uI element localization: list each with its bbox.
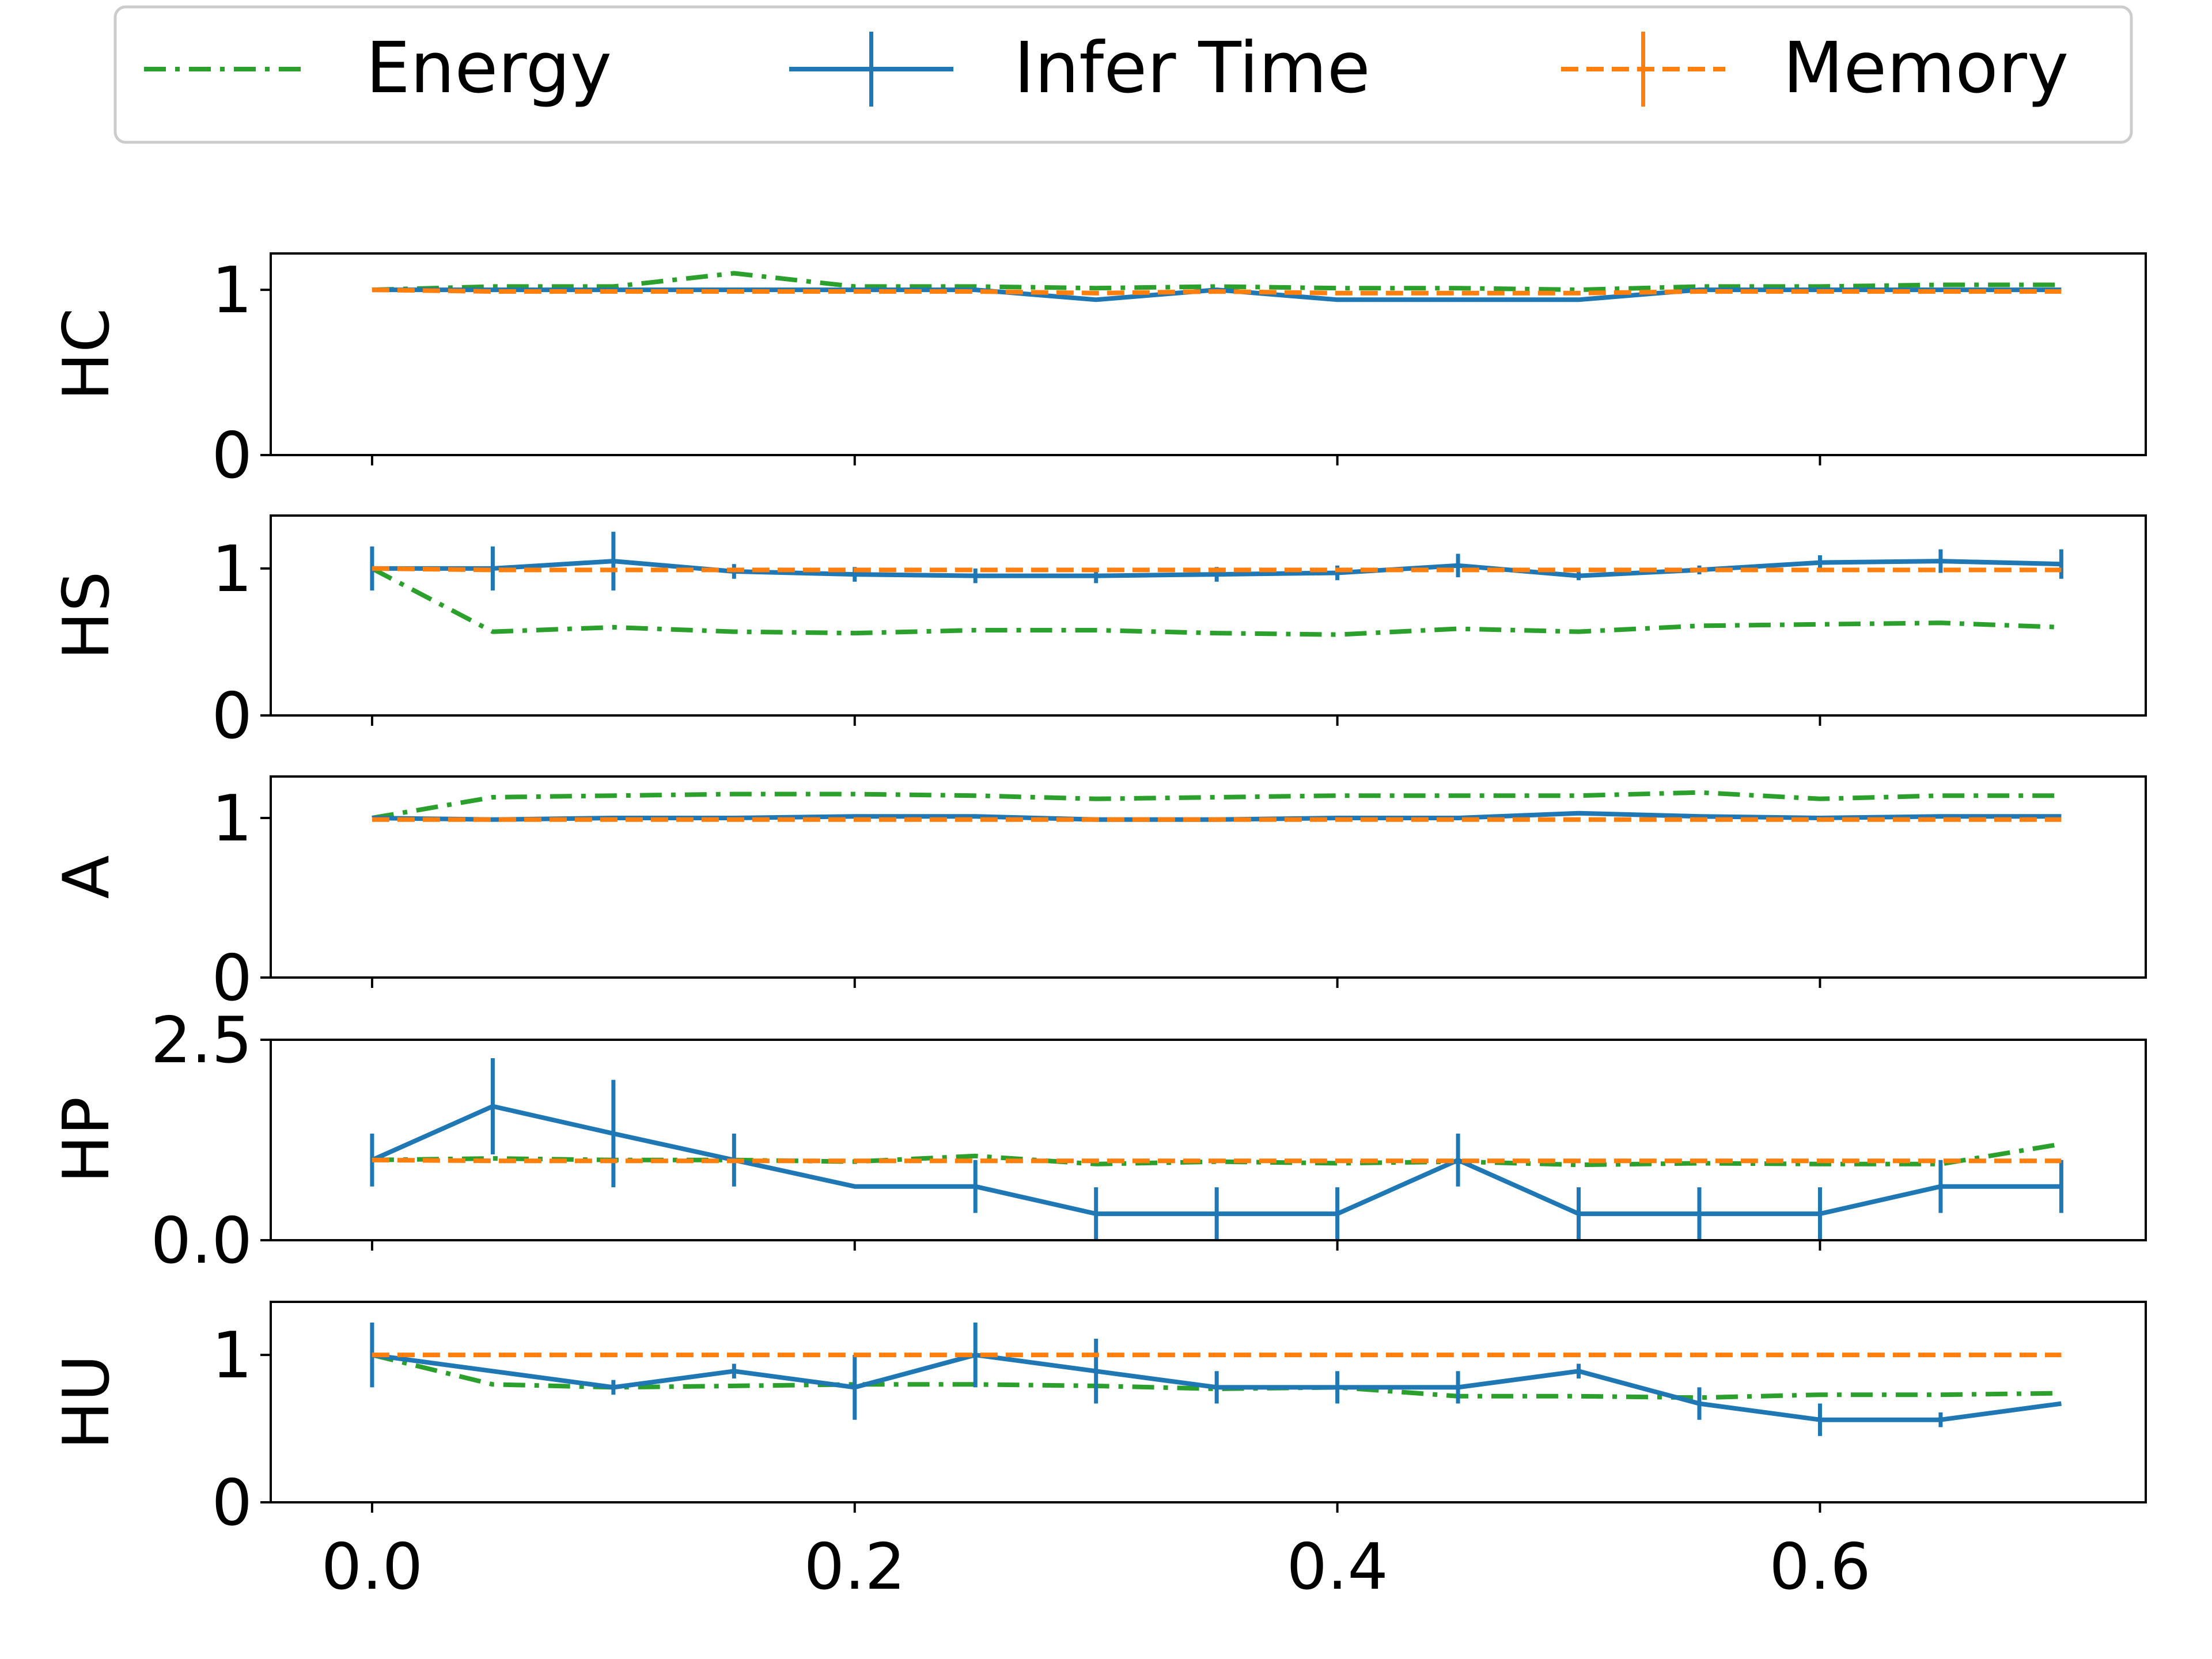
y-tick-label: 0 — [211, 419, 252, 493]
y-tick-label: 1 — [211, 1319, 252, 1393]
y-tick-label: 1 — [211, 532, 252, 607]
y-axis-label: HP — [50, 1097, 124, 1183]
legend-label: Energy — [366, 27, 612, 109]
legend: Energy Infer Time Memory — [113, 5, 2133, 144]
panels: 0 1 HC 0 1 HS 0 1 A 0.0 2.5 HP 0 1 HU — [50, 252, 2147, 1540]
panel-hu: 0 1 HU — [50, 1301, 2147, 1540]
y-axis-label: A — [50, 855, 124, 899]
series-energy — [372, 790, 2062, 820]
legend-entry-energy: Energy — [144, 27, 612, 109]
x-tick-label: 0.4 — [1286, 1530, 1388, 1604]
series-line — [371, 566, 2062, 637]
series-energy — [371, 566, 2062, 637]
series-line — [371, 1353, 2062, 1400]
series-memory — [372, 287, 2062, 296]
x-axis: 0.0 0.2 0.4 0.6 — [321, 1530, 1871, 1604]
y-tick-label: 1 — [211, 782, 252, 856]
series-line — [372, 566, 2062, 573]
y-tick-label: 0.0 — [150, 1204, 252, 1278]
series-infer-time — [370, 1058, 2063, 1240]
x-tick-label: 0.6 — [1769, 1530, 1871, 1604]
series-memory — [372, 566, 2062, 573]
y-axis-label: HC — [50, 308, 124, 401]
series-energy — [371, 1353, 2062, 1400]
y-axis-label: HU — [50, 1355, 124, 1450]
y-axis-label: HS — [50, 571, 124, 660]
series-memory — [372, 1157, 2062, 1164]
series-infer-time — [370, 532, 2063, 591]
legend-label: Infer Time — [1014, 27, 1370, 109]
series-line — [372, 1157, 2062, 1164]
series-line — [372, 287, 2062, 296]
panel-a: 0 1 A — [50, 775, 2147, 1016]
y-tick-label: 1 — [211, 253, 252, 328]
series-line — [372, 790, 2062, 820]
series-energy — [372, 271, 2062, 293]
panel-frame — [270, 514, 2147, 717]
panel-frame — [270, 775, 2147, 979]
legend-entry-infer-time: Infer Time — [789, 27, 1370, 109]
panel-hp: 0.0 2.5 HP — [50, 1003, 2147, 1278]
panel-frame — [270, 1039, 2147, 1241]
series-infer-time — [370, 1322, 2062, 1436]
panel-frame — [270, 252, 2147, 456]
y-tick-label: 0 — [211, 941, 252, 1016]
y-tick-label: 2.5 — [150, 1003, 252, 1078]
panel-hs: 0 1 HS — [50, 514, 2147, 753]
panel-frame — [270, 1301, 2147, 1503]
legend-label: Memory — [1783, 27, 2069, 109]
y-tick-label: 0 — [211, 1466, 252, 1540]
x-tick-label: 0.0 — [321, 1530, 423, 1604]
legend-frame — [113, 5, 2133, 144]
y-tick-label: 0 — [211, 679, 252, 753]
series-line — [372, 271, 2062, 293]
panel-hc: 0 1 HC — [50, 252, 2147, 493]
x-tick-label: 0.2 — [804, 1530, 906, 1604]
legend-entry-memory: Memory — [1561, 27, 2069, 109]
